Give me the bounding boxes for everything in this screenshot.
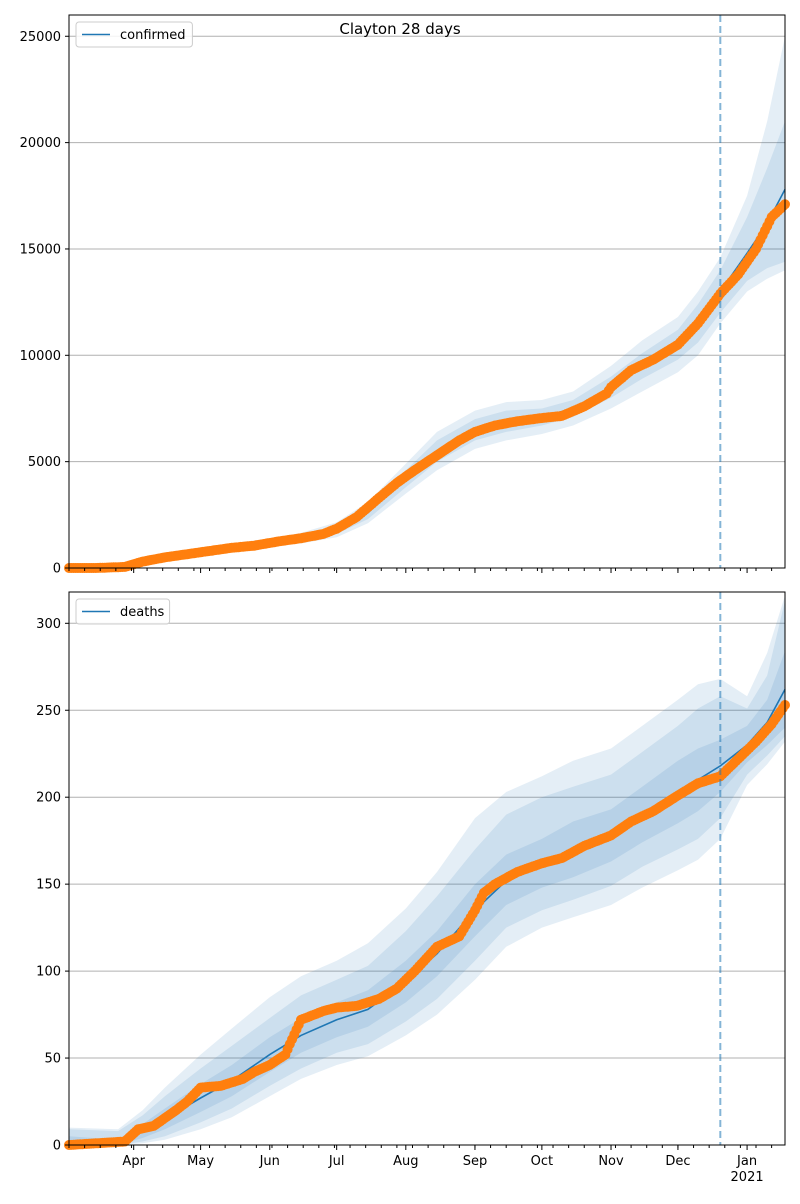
axes-frame [68,591,786,1146]
axes-frame [68,14,786,569]
y-tick-label: 50 [44,1052,61,1067]
y-tick-label: 10000 [20,349,61,364]
x-tick-label: Nov [598,1154,624,1169]
x-tick-label: Apr [122,1154,145,1169]
uncertainty-band [69,600,785,1145]
legend-box [75,21,193,48]
y-tick-label: 0 [53,562,61,577]
legend-box [75,598,171,625]
x-tick-label: 2021 [731,1170,764,1185]
y-tick-label: 20000 [20,136,61,151]
legend: confirmed [75,21,193,48]
y-tick-label: 5000 [28,455,61,470]
y-tick-label: 150 [36,878,61,893]
x-tick-label: Dec [665,1154,690,1169]
y-tick-label: 100 [36,965,61,980]
chart-panel-2: 0 50 100 150 200 250 300 Apr May Jun Jul Aug Sep Oct N… [36,591,790,1185]
x-tick-label: May [187,1154,214,1169]
x-tick-label: Aug [393,1154,418,1169]
chart-panel-1: 0 5000 10000 15000 20000 25000 confirmed [20,14,790,577]
y-tick-label: 15000 [20,242,61,257]
y-tick-label: 25000 [20,30,61,45]
uncertainty-band [69,36,785,569]
model-line [68,189,786,569]
x-tick-label: Oct [531,1154,553,1169]
y-tick-label: 250 [36,704,61,719]
uncertainty-band [69,595,785,1145]
x-tick-label: Jun [259,1154,280,1169]
y-tick-label: 300 [36,617,61,632]
legend: deaths [75,598,171,625]
legend-label: confirmed [120,28,186,43]
x-tick-label: Jan [736,1154,757,1169]
y-tick-label: 0 [53,1139,61,1154]
figure-title: Clayton 28 days [339,20,461,38]
y-tick-label: 200 [36,791,61,806]
x-tick-label: Sep [463,1154,488,1169]
legend-label: deaths [120,605,165,620]
x-tick-label: Jul [328,1154,345,1169]
